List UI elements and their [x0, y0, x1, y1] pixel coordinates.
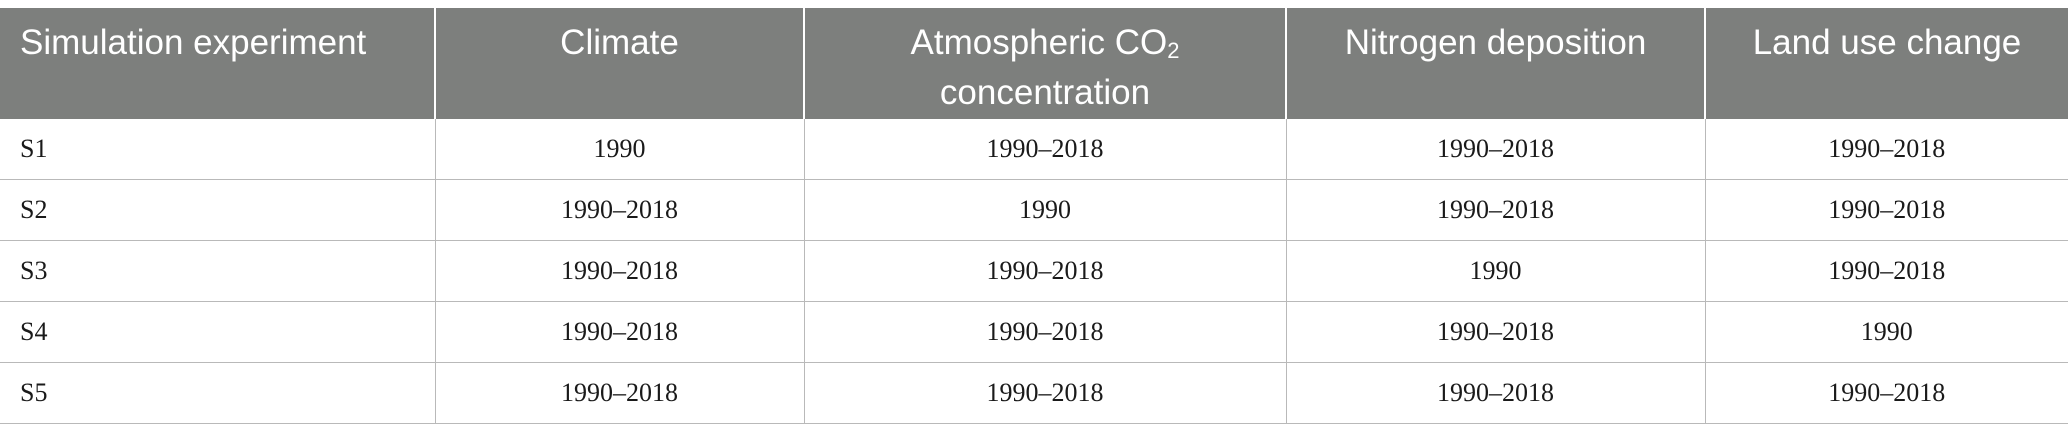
cell-co2: 1990–2018	[803, 362, 1286, 424]
cell-nitrogen: 1990–2018	[1285, 119, 1705, 180]
cell-nitrogen: 1990	[1285, 240, 1705, 302]
cell-experiment: S3	[0, 240, 435, 302]
cell-land-use: 1990–2018	[1704, 240, 2068, 302]
simulation-table-container: Simulation experiment Climate Atmospheri…	[0, 8, 2068, 424]
table-row: S2 1990–2018 1990 1990–2018 1990–2018	[0, 179, 2068, 241]
cell-experiment: S2	[0, 179, 435, 241]
cell-climate: 1990–2018	[434, 362, 804, 424]
header-atmospheric-co2: Atmospheric CO2 concentration	[803, 8, 1286, 119]
cell-nitrogen: 1990–2018	[1285, 301, 1705, 363]
table-header-row: Simulation experiment Climate Atmospheri…	[0, 8, 2068, 119]
header-land-use-change: Land use change	[1704, 8, 2068, 119]
simulation-experiments-table: Simulation experiment Climate Atmospheri…	[0, 8, 2068, 424]
cell-experiment: S1	[0, 119, 435, 180]
cell-climate: 1990	[434, 119, 804, 180]
table-row: S5 1990–2018 1990–2018 1990–2018 1990–20…	[0, 362, 2068, 424]
header-co2-line2: concentration	[939, 73, 1151, 112]
table-row: S4 1990–2018 1990–2018 1990–2018 1990	[0, 301, 2068, 363]
cell-co2: 1990–2018	[803, 119, 1286, 180]
cell-experiment: S5	[0, 362, 435, 424]
cell-land-use: 1990–2018	[1704, 179, 2068, 241]
table-row: S3 1990–2018 1990–2018 1990 1990–2018	[0, 240, 2068, 302]
table-row: S1 1990 1990–2018 1990–2018 1990–2018	[0, 119, 2068, 180]
cell-co2: 1990–2018	[803, 301, 1286, 363]
cell-land-use: 1990–2018	[1704, 119, 2068, 180]
cell-land-use: 1990	[1704, 301, 2068, 363]
cell-climate: 1990–2018	[434, 179, 804, 241]
header-co2-prefix: Atmospheric CO	[910, 23, 1168, 62]
header-nitrogen-deposition: Nitrogen deposition	[1285, 8, 1705, 119]
header-co2-subscript: 2	[1167, 38, 1180, 63]
header-climate: Climate	[434, 8, 804, 119]
cell-climate: 1990–2018	[434, 240, 804, 302]
header-simulation-experiment: Simulation experiment	[20, 23, 367, 62]
cell-co2: 1990–2018	[803, 240, 1286, 302]
cell-experiment: S4	[0, 301, 435, 363]
cell-land-use: 1990–2018	[1704, 362, 2068, 424]
cell-climate: 1990–2018	[434, 301, 804, 363]
cell-nitrogen: 1990–2018	[1285, 362, 1705, 424]
cell-nitrogen: 1990–2018	[1285, 179, 1705, 241]
cell-co2: 1990	[803, 179, 1286, 241]
